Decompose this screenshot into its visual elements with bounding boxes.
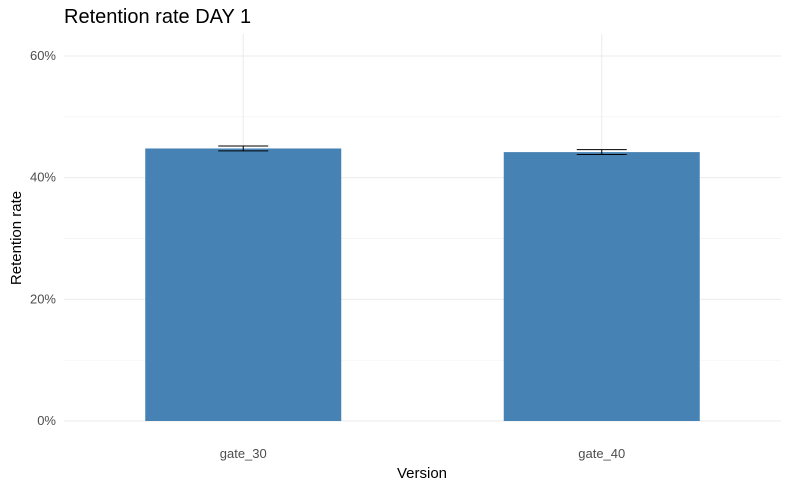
- bar-gate_40: [503, 152, 700, 421]
- y-tick-label: 0%: [37, 413, 56, 428]
- y-tick-label: 60%: [30, 48, 56, 63]
- bar-gate_30: [145, 148, 342, 421]
- bars: [145, 148, 700, 421]
- x-axis-label: Version: [397, 465, 447, 482]
- y-axis-ticks: 0% 20% 40% 60%: [30, 48, 56, 428]
- y-tick-label: 20%: [30, 291, 56, 306]
- x-tick-label: gate_30: [220, 446, 267, 461]
- error-bars: [218, 145, 627, 156]
- error-bar-gate_30: [218, 145, 269, 152]
- error-bar-gate_40: [576, 149, 627, 156]
- y-tick-label: 40%: [30, 170, 56, 185]
- chart-title: Retention rate DAY 1: [64, 6, 252, 28]
- y-axis-label: Retention rate: [8, 191, 25, 285]
- x-tick-label: gate_40: [578, 446, 625, 461]
- x-axis-ticks: gate_30 gate_40: [220, 446, 626, 461]
